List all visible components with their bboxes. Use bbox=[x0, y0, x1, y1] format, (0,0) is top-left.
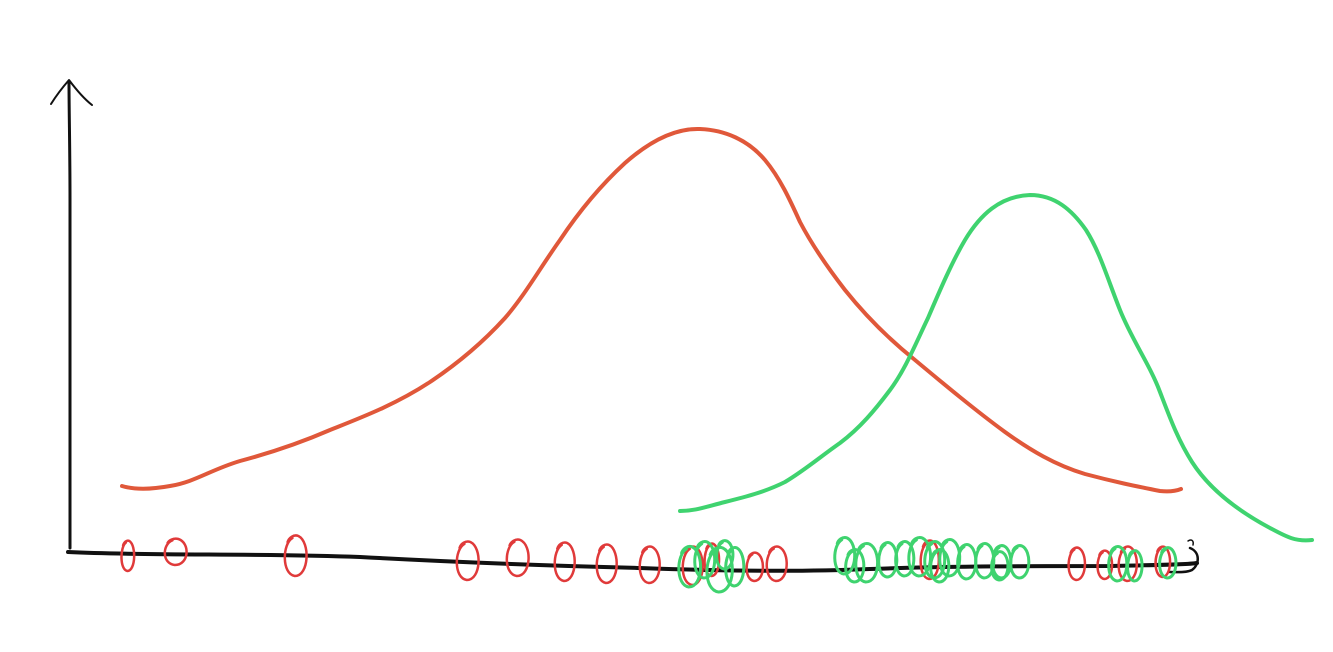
green-sample-dot-7 bbox=[877, 541, 899, 579]
green-sample-dot-18 bbox=[1158, 546, 1178, 580]
red-sample-dot-8 bbox=[638, 545, 661, 585]
green-sample-dot-6 bbox=[854, 542, 879, 584]
red-sample-dot-11 bbox=[765, 545, 788, 583]
green-sample-dot-10 bbox=[923, 540, 947, 580]
x-axis-end-curl bbox=[1168, 546, 1199, 574]
green-sample-dot-8 bbox=[894, 540, 916, 578]
green-sample-dot-5 bbox=[833, 536, 857, 576]
red-sample-dot-13 bbox=[1067, 546, 1087, 582]
green-sample-dot-22 bbox=[715, 539, 735, 571]
red-sample-dots bbox=[120, 534, 1172, 588]
red-sample-dot-1 bbox=[120, 539, 136, 573]
y-axis-arrowhead bbox=[50, 79, 93, 106]
red-sample-dot-5 bbox=[505, 538, 530, 578]
red-density-curve bbox=[120, 126, 1183, 494]
green-sample-dot-3 bbox=[705, 545, 734, 594]
red-sample-dot-2 bbox=[163, 537, 188, 567]
red-sample-dot-15 bbox=[1154, 545, 1172, 579]
green-sample-dots bbox=[677, 536, 1178, 594]
red-sample-dot-7 bbox=[595, 543, 618, 585]
green-sample-dot-1 bbox=[677, 545, 702, 589]
red-sample-dot-14 bbox=[1117, 545, 1138, 583]
red-sample-dot-18 bbox=[1096, 549, 1114, 581]
red-sample-dot-3 bbox=[283, 534, 308, 578]
green-sample-dot-2 bbox=[693, 540, 717, 580]
green-sample-dot-11 bbox=[938, 538, 962, 578]
red-sample-dot-17 bbox=[745, 551, 765, 583]
green-sample-dot-21 bbox=[990, 550, 1010, 582]
red-sample-dot-4 bbox=[455, 540, 480, 582]
y-axis-line bbox=[67, 80, 72, 550]
y-axis bbox=[50, 79, 93, 550]
green-density-curve bbox=[678, 193, 1314, 543]
green-sample-dot-20 bbox=[929, 548, 951, 584]
red-sample-dot-6 bbox=[553, 541, 576, 583]
green-sample-dot-19 bbox=[844, 548, 866, 584]
green-sample-dot-15 bbox=[1009, 544, 1031, 580]
green-sample-dot-17 bbox=[1126, 549, 1144, 583]
x-axis-end-tick bbox=[1187, 539, 1194, 546]
